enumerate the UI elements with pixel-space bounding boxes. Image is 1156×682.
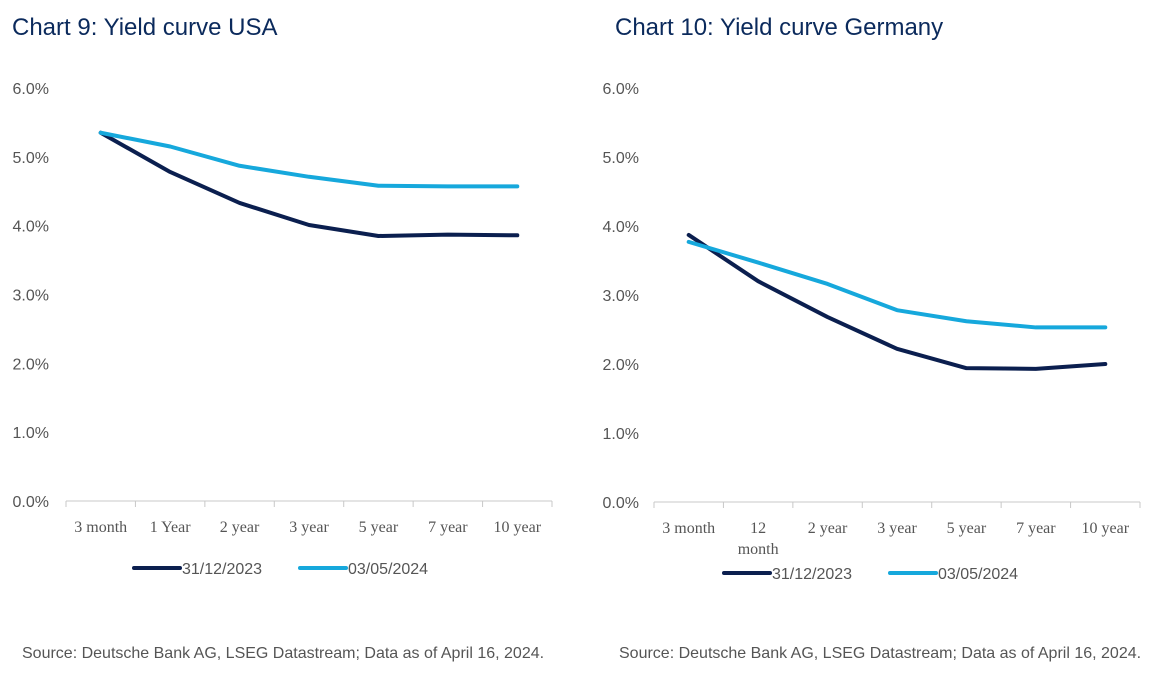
chart-panel-germany: Chart 10: Yield curve Germany 0.0% 1.0% 2.… <box>600 0 1156 682</box>
x-tick-label: 10 year <box>1082 520 1130 537</box>
x-tick-label: 1 Year <box>150 519 192 536</box>
series-line-03-05-2024 <box>686 239 1108 330</box>
chart-panel-usa: Chart 9: Yield curve USA 0.0% 1.0% 2.0% 3.0… <box>12 14 553 662</box>
legend-label: 31/12/2023 <box>182 561 262 578</box>
x-tick-label: 3 month <box>662 520 715 537</box>
y-tick-label: 4.0% <box>13 219 49 236</box>
x-tick-label: 12 month <box>738 520 779 558</box>
y-tick-label: 4.0% <box>603 219 639 236</box>
x-tick-label: 3 year <box>877 520 917 537</box>
chart-title: Chart 10: Yield curve Germany <box>615 14 944 41</box>
source-note: Source: Deutsche Bank AG, LSEG Datastrea… <box>619 645 1142 662</box>
legend-label: 31/12/2023 <box>772 566 852 583</box>
y-tick-label: 3.0% <box>13 288 49 305</box>
y-tick-label: 2.0% <box>603 357 639 374</box>
x-tick-label: 7 year <box>1016 520 1056 537</box>
y-tick-label: 6.0% <box>603 81 639 98</box>
legend-label: 03/05/2024 <box>348 561 428 578</box>
x-tick-label: 3 year <box>289 519 329 536</box>
chart-plot-usa: 0.0% 1.0% 2.0% 3.0% 4.0% 5.0% 6.0% 3 month 1 Yea… <box>13 81 553 578</box>
x-tick-label: 10 year <box>494 519 542 536</box>
source-note: Source: Deutsche Bank AG, LSEG Datastrea… <box>22 645 545 662</box>
y-tick-label: 2.0% <box>13 356 49 373</box>
legend-label: 03/05/2024 <box>938 566 1018 583</box>
x-tick-label: 7 year <box>428 519 468 536</box>
y-tick-label: 5.0% <box>603 150 639 167</box>
x-tick-label: 5 year <box>947 520 987 537</box>
y-tick-label: 6.0% <box>13 81 49 98</box>
chart-title: Chart 9: Yield curve USA <box>12 14 278 41</box>
y-tick-label: 5.0% <box>13 150 49 167</box>
x-tick-label: 3 month <box>74 519 127 536</box>
y-tick-label: 0.0% <box>13 494 49 511</box>
y-tick-label: 1.0% <box>13 425 49 442</box>
y-tick-label: 0.0% <box>603 495 639 512</box>
chart-plot-germany: 0.0% 1.0% 2.0% 3.0% 4.0% 5.0% 6.0% 3 month 12 mon… <box>603 81 1141 583</box>
x-tick-label: 5 year <box>359 519 399 536</box>
x-tick-label: 2 year <box>220 519 260 536</box>
series-line-31-12-2023 <box>98 130 520 238</box>
y-tick-label: 1.0% <box>603 426 639 443</box>
y-tick-label: 3.0% <box>603 288 639 305</box>
series-line-03-05-2024 <box>98 130 520 189</box>
x-tick-label: 2 year <box>808 520 848 537</box>
